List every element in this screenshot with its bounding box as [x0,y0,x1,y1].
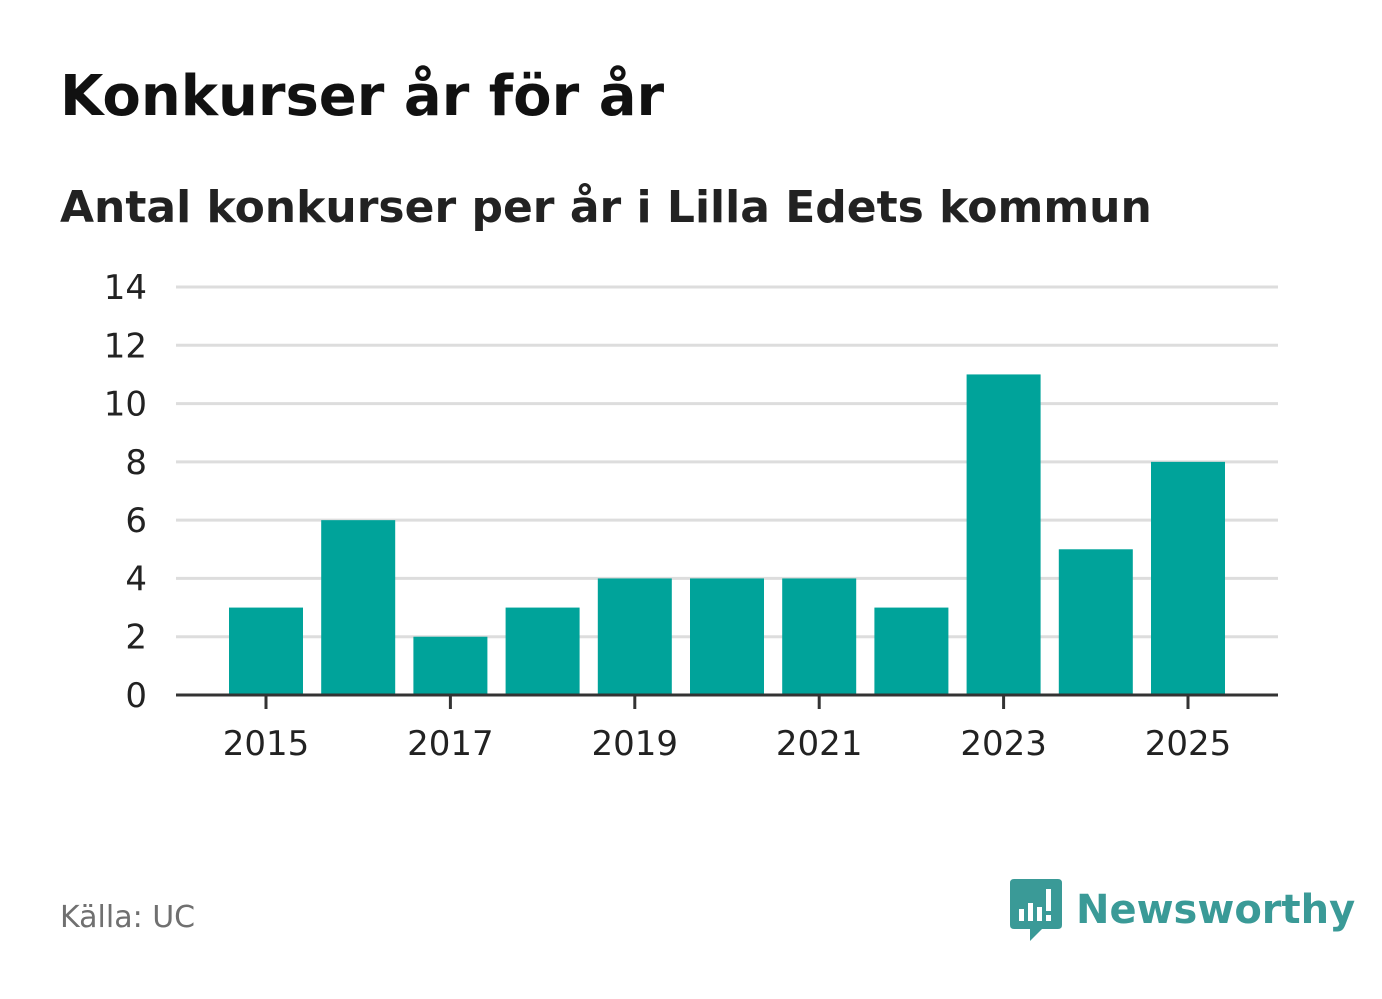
y-tick-label: 8 [125,443,147,483]
x-tick-label: 2023 [960,724,1047,764]
bar [966,374,1041,695]
y-tick-label: 2 [125,618,147,658]
bar [1058,549,1133,695]
bar [1151,461,1225,695]
bar [782,578,857,695]
y-tick-label: 6 [125,501,147,541]
bar [597,578,672,695]
chart-title: Konkurser år för år [60,64,665,129]
bar [690,578,764,695]
y-tick-label: 0 [125,676,147,716]
x-tick-label: 2019 [592,724,679,764]
bar [321,520,396,695]
bar [413,636,488,695]
y-tick-label: 4 [125,559,147,599]
x-tick-label: 2021 [776,724,863,764]
bar [874,607,949,695]
y-tick-label: 10 [104,385,147,425]
x-tick-label: 2015 [223,724,310,764]
brand-logo: Newsworthy [1010,878,1355,942]
y-tick-label: 12 [104,326,147,366]
chart-subtitle: Antal konkurser per år i Lilla Edets kom… [60,182,1152,233]
brand-name: Newsworthy [1076,887,1356,933]
bar [229,607,303,695]
bar [505,607,580,695]
x-tick-label: 2017 [407,724,494,764]
newsworthy-logo-icon [1010,879,1062,941]
source-label: Källa: UC [60,900,196,935]
x-tick-label: 2025 [1145,724,1232,764]
y-tick-label: 14 [104,268,147,308]
